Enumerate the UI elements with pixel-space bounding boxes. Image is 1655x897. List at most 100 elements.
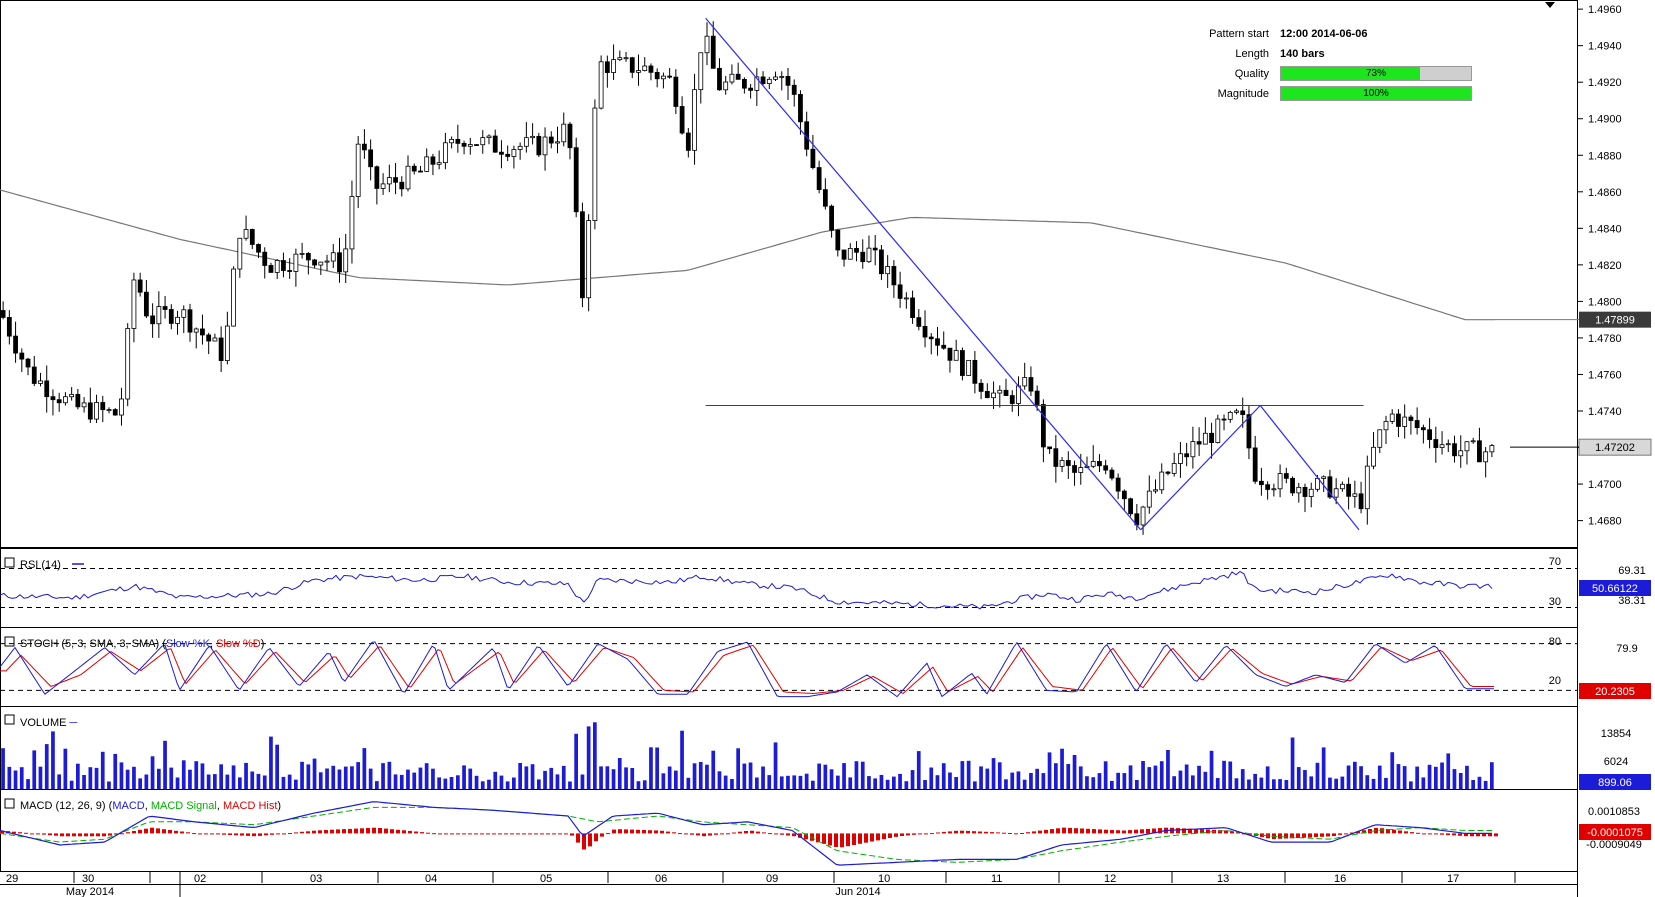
volume-bar — [916, 751, 921, 789]
candle — [841, 249, 847, 267]
macd-toggle-icon[interactable] — [4, 798, 15, 809]
candle — [461, 140, 467, 155]
candle — [125, 323, 131, 407]
macd-hist-bar — [1434, 833, 1438, 835]
volume-bar — [1147, 767, 1152, 789]
macd-hist-bar — [1014, 833, 1018, 835]
volume-current-box: 899.06 — [1579, 774, 1651, 790]
volume-bar — [642, 780, 647, 789]
candle — [1296, 482, 1302, 503]
candle — [430, 153, 436, 176]
candle — [1034, 385, 1040, 411]
rsi-pane[interactable] — [0, 548, 1578, 628]
volume-bar — [1265, 766, 1270, 789]
macd-hist-bar — [1410, 832, 1414, 834]
rsi-toggle-icon[interactable] — [4, 557, 15, 568]
volume-bar — [761, 766, 765, 789]
volume-bar — [1247, 779, 1251, 789]
candle — [1109, 467, 1115, 481]
candle — [903, 292, 909, 309]
candle — [1358, 481, 1364, 514]
price-tick-label: 1.4920 — [1588, 77, 1622, 89]
macd-hist-bar — [1152, 828, 1156, 834]
macd-hist-bar — [108, 833, 112, 836]
volume-bar — [686, 777, 691, 789]
macd-hist-bar — [1128, 830, 1132, 834]
macd-hist-bar — [216, 833, 220, 835]
volume-bar — [1315, 762, 1320, 789]
macd-hist-bar — [234, 833, 238, 836]
candle — [231, 266, 236, 327]
month-label: May 2014 — [66, 886, 114, 897]
candle — [1252, 435, 1258, 484]
rsi-level-30: 30 — [1549, 596, 1561, 608]
volume-bar — [1203, 771, 1208, 789]
volume-bar — [792, 775, 797, 789]
candle — [735, 62, 741, 80]
volume-bar — [1427, 764, 1432, 789]
volume-bar — [1446, 753, 1451, 789]
volume-bar — [692, 763, 697, 789]
candle — [1427, 418, 1432, 449]
macd-hist-bar — [924, 833, 928, 835]
macd-hist-bar — [120, 833, 124, 835]
macd-hist-bar — [534, 833, 538, 835]
candle — [1053, 435, 1059, 483]
macd-signal-line — [0, 806, 1492, 863]
macd-hist-legend: MACD Hist — [223, 800, 277, 812]
macd-hist-bar — [474, 833, 478, 835]
volume-bar — [368, 768, 373, 789]
candle — [972, 351, 978, 394]
volume-bar — [318, 772, 323, 789]
volume-bar — [350, 766, 354, 789]
volume-bar — [1135, 780, 1139, 789]
candle — [455, 124, 461, 153]
volume-bar — [1340, 776, 1345, 789]
macd-hist-bar — [1416, 832, 1420, 834]
scroll-marker-icon[interactable] — [1545, 2, 1555, 8]
stoch-toggle-icon[interactable] — [4, 636, 15, 647]
candle — [1047, 446, 1053, 454]
volume-bar — [1191, 775, 1195, 789]
candle — [1414, 407, 1420, 435]
macd-hist-bar — [1392, 829, 1396, 834]
volume-bar — [1490, 762, 1494, 789]
volume-bar — [256, 773, 261, 789]
macd-hist-bar — [1404, 831, 1408, 834]
macd-hist-bar — [468, 833, 472, 835]
volume-bar — [375, 781, 379, 789]
volume-bar — [1303, 770, 1307, 789]
candle — [1159, 463, 1165, 494]
candle — [1477, 427, 1482, 463]
volume-bar — [1234, 778, 1239, 789]
candle — [760, 71, 766, 85]
candle — [661, 72, 666, 89]
volume-bar — [1103, 761, 1108, 789]
candle — [1178, 442, 1183, 478]
volume-toggle-icon[interactable] — [4, 714, 15, 725]
volume-bar — [910, 770, 915, 789]
macd-hist-bar — [702, 833, 706, 837]
macd-hist-bar — [1224, 830, 1228, 834]
volume-bar — [138, 778, 142, 789]
last-price: 1.47202 — [1595, 442, 1635, 454]
volume-bar — [960, 761, 965, 789]
candle — [1246, 405, 1252, 460]
macd-hist-bar — [18, 832, 22, 834]
macd-hist-bar — [186, 832, 190, 834]
candle — [991, 381, 996, 410]
macd-hist-bar — [0, 830, 4, 834]
volume-bar — [1078, 766, 1083, 789]
macd-hist-bar — [876, 833, 880, 841]
candle — [941, 331, 947, 350]
volume-bar — [1471, 780, 1475, 789]
day-label: 09 — [766, 873, 778, 885]
candle — [200, 314, 205, 345]
macd-hist-bar — [84, 833, 88, 837]
volume-bar — [181, 760, 186, 789]
price-tick-label: 1.4900 — [1588, 114, 1622, 126]
macd-hist-bar — [810, 833, 814, 841]
candle — [872, 235, 878, 266]
candle — [449, 136, 455, 149]
